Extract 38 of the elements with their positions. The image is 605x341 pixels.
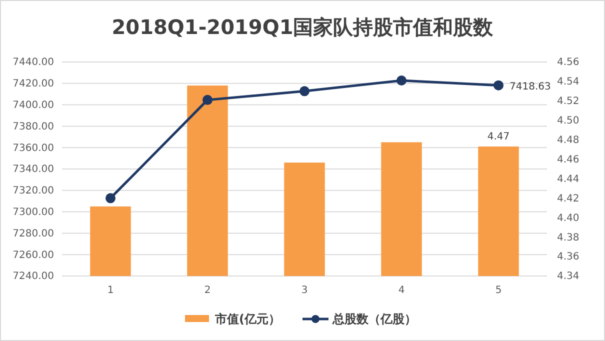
legend-label: 总股数（亿股） xyxy=(331,312,416,326)
y-tick-label: 7420.00 xyxy=(12,78,54,90)
y-tick-label: 7400.00 xyxy=(12,100,54,111)
y-tick-label: 7340.00 xyxy=(12,164,54,176)
y2-tick-label: 4.56 xyxy=(557,57,580,68)
annotation: 7418.63 xyxy=(510,81,551,92)
point xyxy=(494,80,504,90)
y-tick-label: 7380.00 xyxy=(12,121,54,132)
y2-tick-label: 4.54 xyxy=(557,76,580,88)
y2-tick-label: 4.34 xyxy=(557,271,580,282)
y-tick-label: 7280.00 xyxy=(12,228,54,240)
y2-tick-label: 4.38 xyxy=(557,232,580,244)
y2-tick-label: 4.42 xyxy=(557,193,580,204)
y-tick-label: 7300.00 xyxy=(12,207,54,218)
point xyxy=(202,94,212,105)
annotation: 4.47 xyxy=(487,132,510,143)
y-tick-label: 7360.00 xyxy=(12,142,54,154)
y2-tick-label: 4.40 xyxy=(557,212,580,224)
y-tick-label: 7240.00 xyxy=(12,271,54,282)
point xyxy=(106,193,116,204)
point xyxy=(396,75,406,86)
legend-label: 市值(亿元） xyxy=(214,312,280,326)
chart-title: 2018Q1-2019Q1国家队持股市值和股数 xyxy=(112,15,494,39)
x-tick-label: 4 xyxy=(398,285,405,296)
point xyxy=(300,86,310,96)
x-tick-label: 1 xyxy=(107,285,114,296)
y2-tick-label: 4.46 xyxy=(557,154,580,166)
x-tick-label: 3 xyxy=(301,285,308,296)
x-tick-label: 5 xyxy=(495,285,502,296)
y2-tick-label: 4.48 xyxy=(557,135,580,146)
y-tick-label: 7320.00 xyxy=(12,186,54,197)
x-tick-label: 2 xyxy=(204,285,211,296)
y2-tick-label: 4.36 xyxy=(557,252,580,263)
y2-tick-label: 4.50 xyxy=(557,116,580,127)
y-tick-label: 7260.00 xyxy=(12,250,54,261)
y-tick-label: 7440.00 xyxy=(12,57,54,68)
y2-tick-label: 4.52 xyxy=(557,96,580,108)
y2-tick-label: 4.44 xyxy=(557,174,580,185)
